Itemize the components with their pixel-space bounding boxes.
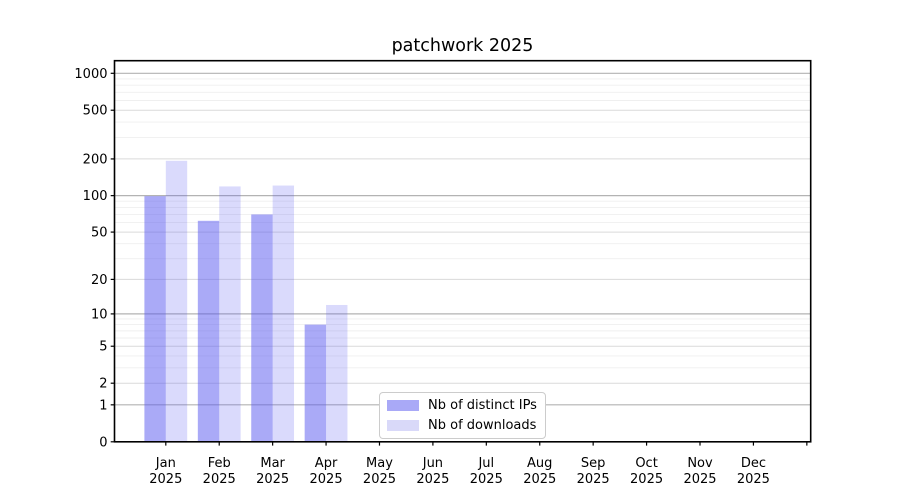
y-tick-label-20: 20 — [91, 273, 108, 288]
y-tick-label-1000: 1000 — [74, 67, 107, 82]
bar-downloads-feb — [219, 186, 241, 442]
x-tick-label-oct: Oct 2025 — [630, 456, 663, 487]
bar-downloads-jan — [165, 160, 188, 442]
y-tick-label-10: 10 — [91, 307, 108, 322]
bar-distinct-ips-mar — [251, 214, 273, 442]
plot-border — [113, 59, 812, 443]
x-tick-label-feb: Feb 2025 — [203, 456, 236, 487]
downloads-swatch — [387, 420, 419, 431]
bar-downloads-apr — [326, 304, 348, 442]
bar-distinct-ips-jan — [144, 196, 166, 442]
x-tick-label-apr: Apr 2025 — [310, 456, 343, 487]
legend-label-distinct-ips: Nb of distinct IPs — [428, 398, 537, 413]
x-tick-label-jan: Jan 2025 — [149, 456, 182, 487]
x-tick-label-aug: Aug 2025 — [523, 456, 556, 487]
legend-item-downloads: Nb of downloads — [387, 418, 538, 433]
y-tick-label-50: 50 — [91, 226, 108, 241]
x-tick-label-jun: Jun 2025 — [416, 456, 449, 487]
legend-item-distinct-ips: Nb of distinct IPs — [387, 398, 538, 413]
y-tick-label-2: 2 — [99, 377, 107, 392]
y-tick-label-200: 200 — [83, 152, 108, 167]
bar-distinct-ips-apr — [304, 324, 327, 442]
x-tick-label-dec: Dec 2025 — [737, 456, 770, 487]
x-tick-label-mar: Mar 2025 — [256, 456, 289, 487]
bar-distinct-ips-feb — [197, 220, 220, 442]
x-tick-label-may: May 2025 — [363, 456, 396, 487]
legend-label-downloads: Nb of downloads — [428, 418, 537, 433]
x-tick-label-nov: Nov 2025 — [683, 456, 716, 487]
chart-title: patchwork 2025 — [391, 36, 534, 56]
distinct-ips-swatch — [387, 400, 419, 411]
y-tick-label-100: 100 — [83, 189, 108, 204]
chart-legend: Nb of distinct IPs Nb of downloads — [379, 392, 546, 439]
x-tick-label-sep: Sep 2025 — [577, 456, 610, 487]
y-tick-label-0: 0 — [99, 435, 107, 450]
y-tick-label-5: 5 — [99, 340, 107, 355]
y-tick-label-500: 500 — [83, 104, 108, 119]
y-tick-label-1: 1 — [99, 398, 107, 413]
bar-downloads-mar — [272, 185, 295, 442]
x-tick-label-jul: Jul 2025 — [470, 456, 503, 487]
